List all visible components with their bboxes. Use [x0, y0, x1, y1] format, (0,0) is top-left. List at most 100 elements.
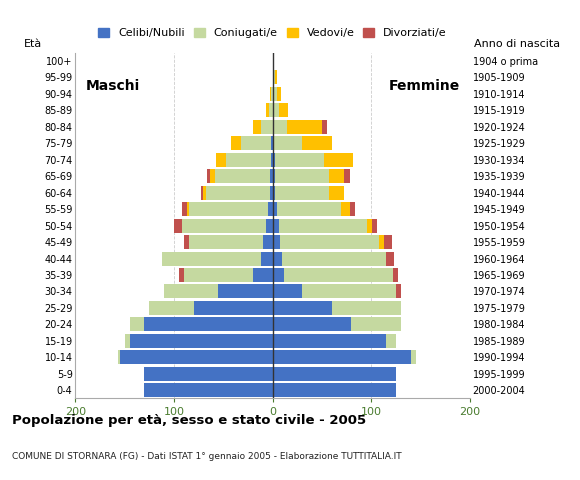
Bar — [273, 268, 284, 282]
Bar — [340, 202, 350, 216]
Bar — [130, 317, 144, 331]
Bar — [351, 317, 401, 331]
Bar — [263, 235, 273, 249]
Bar — [144, 383, 273, 397]
Bar — [184, 235, 189, 249]
Bar — [367, 218, 372, 233]
Bar — [278, 103, 288, 118]
Bar — [393, 268, 398, 282]
Bar — [273, 301, 332, 315]
Bar — [261, 120, 273, 134]
Bar — [274, 153, 324, 167]
Bar — [273, 235, 281, 249]
Bar — [273, 202, 277, 216]
Bar — [187, 202, 189, 216]
Bar — [206, 169, 211, 183]
Bar — [118, 350, 120, 364]
Bar — [219, 285, 273, 299]
Bar — [329, 169, 343, 183]
Bar — [273, 136, 302, 150]
Bar — [270, 87, 271, 101]
Bar — [201, 186, 202, 200]
Bar — [266, 103, 269, 118]
Bar — [273, 186, 274, 200]
Bar — [277, 202, 340, 216]
Bar — [273, 367, 396, 381]
Bar — [274, 169, 329, 183]
Bar — [120, 350, 273, 364]
Bar — [144, 367, 273, 381]
Bar — [274, 186, 329, 200]
Bar — [343, 169, 350, 183]
Bar — [273, 153, 274, 167]
Bar — [184, 268, 253, 282]
Bar — [150, 301, 194, 315]
Bar — [273, 334, 386, 348]
Bar — [322, 120, 327, 134]
Text: COMUNE DI STORNARA (FG) - Dati ISTAT 1° gennaio 2005 - Elaborazione TUTTITALIA.I: COMUNE DI STORNARA (FG) - Dati ISTAT 1° … — [12, 452, 401, 461]
Bar — [273, 252, 282, 265]
Bar — [384, 235, 392, 249]
Bar — [216, 153, 226, 167]
Bar — [302, 285, 396, 299]
Bar — [162, 252, 261, 265]
Bar — [288, 120, 322, 134]
Bar — [202, 186, 205, 200]
Bar — [324, 153, 353, 167]
Bar — [270, 186, 273, 200]
Bar — [273, 317, 351, 331]
Bar — [189, 235, 263, 249]
Bar — [282, 252, 386, 265]
Bar — [205, 186, 270, 200]
Text: Anno di nascita: Anno di nascita — [474, 39, 560, 49]
Bar — [125, 334, 130, 348]
Legend: Celibi/Nubili, Coniugati/e, Vedovi/e, Divorziati/e: Celibi/Nubili, Coniugati/e, Vedovi/e, Di… — [94, 24, 451, 43]
Text: Femmine: Femmine — [389, 79, 460, 93]
Bar — [302, 136, 332, 150]
Bar — [386, 334, 396, 348]
Bar — [271, 153, 273, 167]
Bar — [273, 383, 396, 397]
Bar — [179, 268, 184, 282]
Bar — [253, 268, 273, 282]
Bar — [278, 218, 367, 233]
Bar — [273, 169, 274, 183]
Bar — [350, 202, 356, 216]
Bar — [189, 202, 268, 216]
Bar — [241, 136, 271, 150]
Bar — [182, 202, 187, 216]
Bar — [270, 169, 273, 183]
Bar — [194, 301, 273, 315]
Bar — [268, 202, 273, 216]
Bar — [277, 87, 281, 101]
Text: Popolazione per età, sesso e stato civile - 2005: Popolazione per età, sesso e stato civil… — [12, 414, 366, 427]
Bar — [211, 169, 215, 183]
Bar — [274, 71, 277, 84]
Bar — [164, 285, 219, 299]
Bar — [379, 235, 384, 249]
Bar — [411, 350, 415, 364]
Bar — [372, 218, 377, 233]
Bar — [396, 285, 401, 299]
Bar — [273, 350, 411, 364]
Bar — [215, 169, 270, 183]
Bar — [130, 334, 273, 348]
Bar — [174, 218, 182, 233]
Bar — [273, 218, 278, 233]
Bar — [281, 235, 379, 249]
Bar — [144, 317, 273, 331]
Bar — [273, 71, 274, 84]
Bar — [261, 252, 273, 265]
Bar — [231, 136, 241, 150]
Bar — [271, 87, 273, 101]
Bar — [269, 103, 273, 118]
Bar — [182, 218, 266, 233]
Bar — [273, 103, 278, 118]
Bar — [273, 285, 302, 299]
Bar — [273, 87, 277, 101]
Bar — [332, 301, 401, 315]
Bar — [329, 186, 343, 200]
Bar — [253, 120, 261, 134]
Text: Maschi: Maschi — [85, 79, 140, 93]
Text: Età: Età — [24, 39, 42, 49]
